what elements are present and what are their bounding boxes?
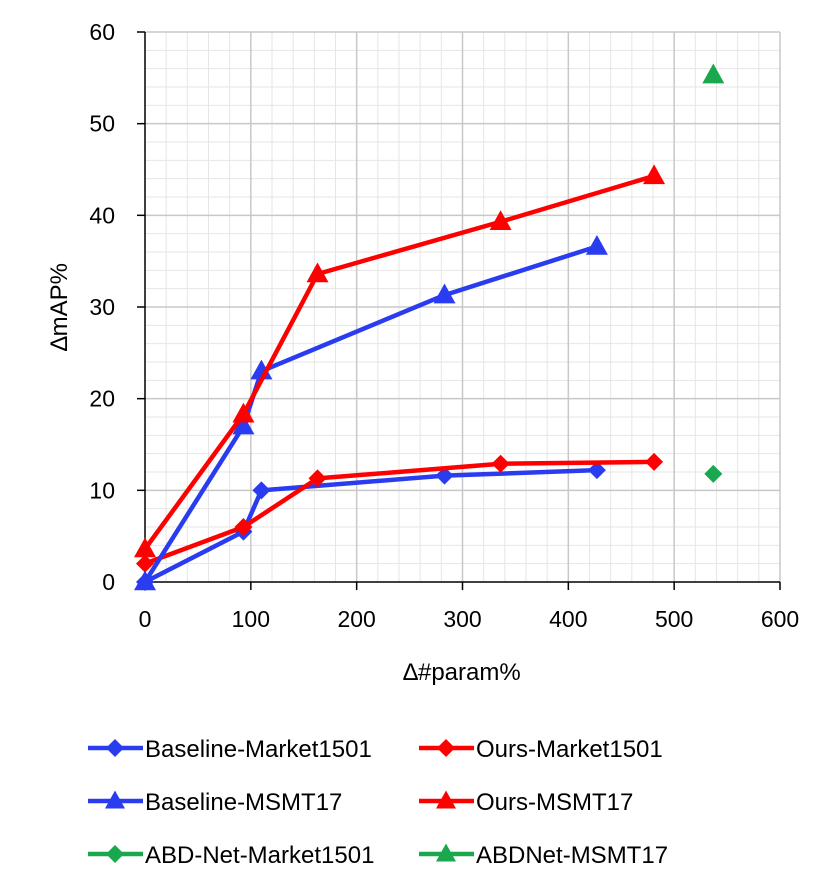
data-point-ours-msmt17 (306, 262, 329, 283)
data-point-baseline-market1501 (252, 481, 271, 500)
data-point-ours-msmt17 (643, 164, 666, 185)
y-tick-label: 40 (89, 202, 115, 228)
data-point-abdnet-msmt17 (702, 63, 725, 84)
data-point-baseline-market1501 (587, 461, 606, 480)
data-point-baseline-market1501 (435, 466, 454, 485)
y-tick-label: 30 (89, 294, 115, 320)
series-line-baseline-market1501 (143, 467, 597, 585)
legend-marker-abdnet-msmt17 (436, 843, 456, 862)
x-tick-label: 100 (232, 606, 270, 632)
y-tick-label: 60 (89, 19, 115, 45)
data-point-ours-market1501 (645, 452, 664, 471)
data-point-ours-market1501 (234, 518, 253, 536)
x-tick-label: 600 (761, 606, 799, 632)
y-tick-label: 10 (89, 477, 115, 503)
data-point-ours-market1501 (491, 454, 510, 473)
legend-label-abdnet-msmt17: ABDNet-MSMT17 (476, 842, 668, 869)
data-point-baseline-msmt17 (134, 570, 156, 591)
x-tick-label: 200 (337, 606, 375, 632)
legend-label-baseline-msmt17: Baseline-MSMT17 (145, 789, 342, 816)
y-axis-title: ∆mAP% (46, 263, 73, 351)
legend-marker-baseline-market1501 (106, 739, 124, 757)
x-tick-label: 500 (655, 606, 693, 632)
legend-label-abd-net-market1501: ABD-Net-Market1501 (145, 842, 374, 869)
legend-marker-ours-market1501 (437, 739, 455, 757)
data-point-baseline-msmt17 (232, 414, 255, 435)
data-point-baseline-msmt17 (433, 283, 456, 304)
legend-label-ours-msmt17: Ours-MSMT17 (476, 789, 633, 816)
data-point-ours-msmt17 (489, 210, 512, 230)
data-point-ours-msmt17 (134, 537, 156, 558)
legend-label-baseline-market1501: Baseline-Market1501 (145, 736, 372, 763)
data-point-ours-msmt17 (232, 402, 255, 423)
legend-label-ours-market1501: Ours-Market1501 (476, 736, 663, 763)
data-point-abd-net-market1501 (704, 464, 723, 483)
y-tick-label: 0 (102, 569, 115, 595)
x-tick-label: 400 (549, 606, 587, 632)
y-tick-label: 20 (89, 386, 115, 412)
legend-marker-baseline-msmt17 (105, 790, 125, 809)
legend-marker-abd-net-market1501 (106, 845, 124, 863)
data-point-ours-market1501 (136, 554, 154, 573)
x-tick-label: 0 (139, 606, 152, 632)
legend-marker-ours-msmt17 (436, 790, 456, 809)
data-point-ours-market1501 (308, 469, 327, 488)
x-axis-title: ∆#param% (403, 659, 520, 686)
data-point-baseline-msmt17 (585, 234, 608, 255)
series-line-baseline-msmt17 (143, 244, 598, 584)
y-tick-label: 50 (89, 111, 115, 137)
x-tick-label: 300 (443, 606, 481, 632)
